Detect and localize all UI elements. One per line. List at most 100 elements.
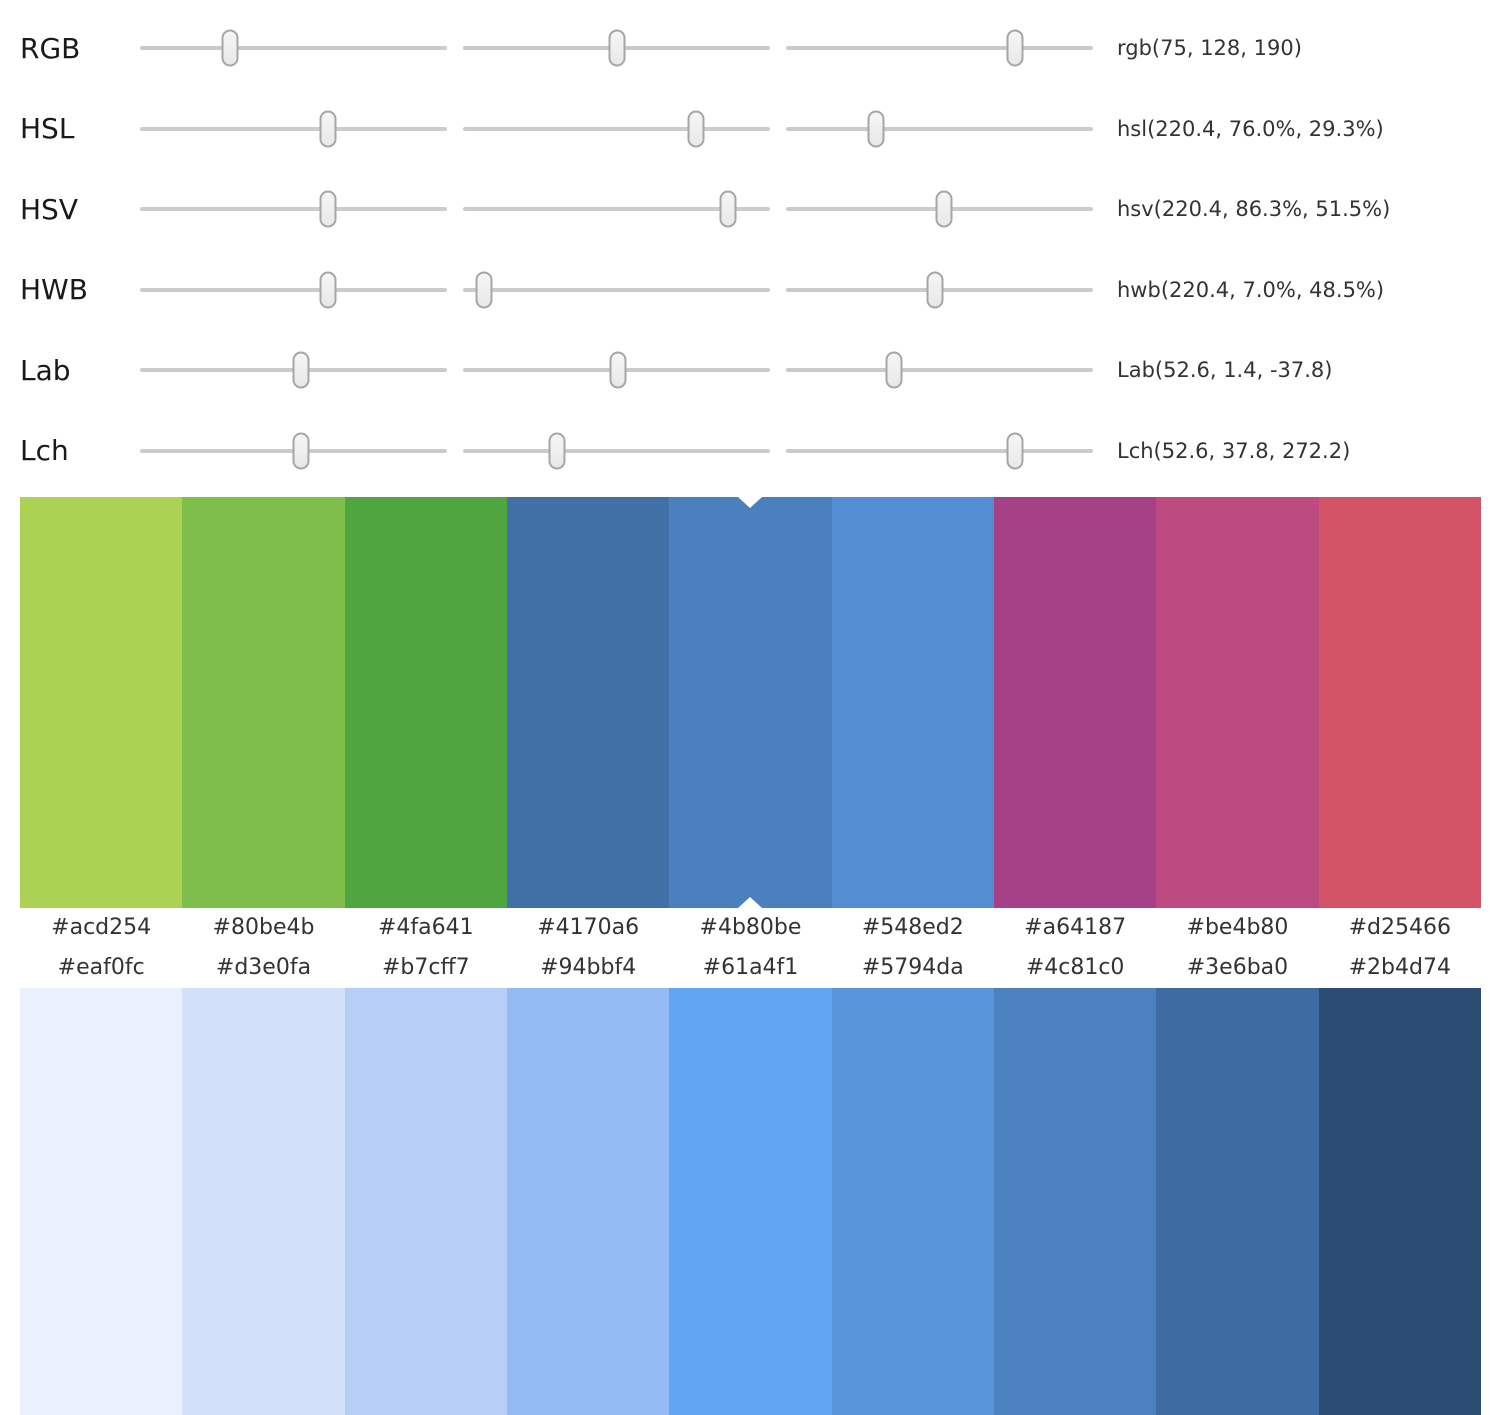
slider-thumb[interactable] — [1006, 432, 1024, 470]
color-model-row-rgb: RGB rgb(75, 128, 190) — [20, 8, 1491, 89]
slider-track[interactable] — [140, 8, 447, 89]
slider-thumb[interactable] — [608, 29, 626, 67]
slider-thumb[interactable] — [292, 432, 310, 470]
model-label: Lab — [20, 353, 71, 387]
slider-track[interactable] — [140, 330, 447, 411]
shade-palette — [20, 988, 1481, 1415]
model-label: HWB — [20, 273, 88, 307]
slider-track[interactable] — [786, 330, 1093, 411]
slider-rail — [463, 207, 770, 212]
swatch-hex-label: #d25466 — [1348, 914, 1451, 940]
slider-thumb[interactable] — [292, 351, 310, 389]
color-model-row-hsl: HSL hsl(220.4, 76.0%, 29.3%) — [20, 89, 1491, 170]
slider-thumb[interactable] — [319, 110, 337, 148]
swatch-hex-label: #acd254 — [51, 914, 152, 940]
slider-track[interactable] — [786, 411, 1093, 492]
slider-rail — [140, 287, 447, 292]
slider-track[interactable] — [140, 169, 447, 250]
palette-swatch[interactable] — [993, 497, 1157, 908]
palette-swatch-selected[interactable] — [669, 497, 832, 908]
model-label: HSV — [20, 192, 78, 226]
slider-track[interactable] — [463, 169, 770, 250]
color-model-row-hwb: HWB hwb(220.4, 7.0%, 48.5%) — [20, 250, 1491, 331]
slider-rail — [140, 207, 447, 212]
model-label: Lch — [20, 434, 69, 468]
slider-thumb[interactable] — [926, 271, 944, 309]
slider-thumb[interactable] — [687, 110, 705, 148]
slider-track[interactable] — [140, 250, 447, 331]
swatch-hex-label: #5794da — [861, 954, 964, 980]
palette-swatch[interactable] — [182, 497, 345, 908]
slider-track[interactable] — [140, 89, 447, 170]
palette-swatch[interactable] — [20, 497, 183, 908]
swatch-hex-label: #80be4b — [212, 914, 315, 940]
slider-rail — [463, 126, 770, 131]
hue-palette — [20, 497, 1481, 908]
palette-swatch[interactable] — [1156, 497, 1319, 908]
swatch-hex-label: #4170a6 — [537, 914, 640, 940]
color-model-row-lab: Lab Lab(52.6, 1.4, -37.8) — [20, 330, 1491, 411]
slider-track[interactable] — [463, 330, 770, 411]
palette-swatch[interactable] — [993, 988, 1157, 1415]
slider-rail — [140, 126, 447, 131]
swatch-hex-label: #3e6ba0 — [1186, 954, 1289, 980]
slider-thumb[interactable] — [319, 190, 337, 228]
palette-swatch[interactable] — [182, 988, 345, 1415]
slider-rail — [463, 287, 770, 292]
slider-track[interactable] — [463, 8, 770, 89]
model-value-text: hsl(220.4, 76.0%, 29.3%) — [1117, 116, 1384, 141]
slider-rail — [463, 448, 770, 453]
slider-rail — [786, 368, 1093, 373]
color-model-row-hsv: HSV hsv(220.4, 86.3%, 51.5%) — [20, 169, 1491, 250]
model-label: HSL — [20, 112, 75, 146]
swatch-hex-label: #548ed2 — [861, 914, 964, 940]
model-value-text: Lab(52.6, 1.4, -37.8) — [1117, 358, 1333, 383]
slider-thumb[interactable] — [548, 432, 566, 470]
swatch-hex-label: #2b4d74 — [1348, 954, 1451, 980]
swatch-hex-label: #4b80be — [699, 914, 802, 940]
slider-track[interactable] — [786, 8, 1093, 89]
model-value-text: hwb(220.4, 7.0%, 48.5%) — [1117, 277, 1385, 302]
palette-swatch[interactable] — [20, 988, 183, 1415]
slider-track[interactable] — [786, 169, 1093, 250]
slider-track[interactable] — [786, 89, 1093, 170]
slider-thumb[interactable] — [867, 110, 885, 148]
shade-palette-hex-labels: #eaf0fc #d3e0fa #b7cff7 #94bbf4 #61a4f1 … — [20, 946, 1481, 988]
slider-track[interactable] — [463, 411, 770, 492]
swatch-hex-label: #4fa641 — [377, 914, 474, 940]
swatch-hex-label: #a64187 — [1024, 914, 1127, 940]
palette-swatch[interactable] — [344, 988, 507, 1415]
palette-swatch[interactable] — [669, 988, 832, 1415]
slider-thumb[interactable] — [1006, 29, 1024, 67]
palette-swatch[interactable] — [831, 497, 994, 908]
slider-thumb[interactable] — [319, 271, 337, 309]
slider-thumb[interactable] — [719, 190, 737, 228]
hue-palette-hex-labels: #acd254 #80be4b #4fa641 #4170a6 #4b80be … — [20, 908, 1481, 946]
model-value-text: hsv(220.4, 86.3%, 51.5%) — [1117, 197, 1391, 222]
palette-swatch[interactable] — [1156, 988, 1319, 1415]
palette-swatch[interactable] — [344, 497, 507, 908]
swatch-hex-label: #61a4f1 — [702, 954, 799, 980]
color-model-sliders: RGB rgb(75, 128, 190) HSL hsl(220.4, — [0, 0, 1501, 491]
slider-thumb[interactable] — [885, 351, 903, 389]
slider-rail — [786, 46, 1093, 51]
palette-swatch[interactable] — [506, 988, 670, 1415]
palette-swatch[interactable] — [506, 497, 670, 908]
palette-swatch[interactable] — [1318, 988, 1481, 1415]
slider-thumb[interactable] — [221, 29, 239, 67]
slider-track[interactable] — [786, 250, 1093, 331]
slider-track[interactable] — [463, 250, 770, 331]
slider-thumb[interactable] — [475, 271, 493, 309]
slider-rail — [786, 126, 1093, 131]
swatch-hex-label: #94bbf4 — [540, 954, 637, 980]
palette-swatch[interactable] — [1318, 497, 1481, 908]
slider-track[interactable] — [140, 411, 447, 492]
swatch-hex-label: #4c81c0 — [1025, 954, 1125, 980]
slider-track[interactable] — [463, 89, 770, 170]
color-model-row-lch: Lch Lch(52.6, 37.8, 272.2) — [20, 411, 1491, 492]
model-label: RGB — [20, 31, 81, 65]
slider-thumb[interactable] — [935, 190, 953, 228]
slider-rail — [786, 448, 1093, 453]
slider-thumb[interactable] — [609, 351, 627, 389]
palette-swatch[interactable] — [831, 988, 994, 1415]
